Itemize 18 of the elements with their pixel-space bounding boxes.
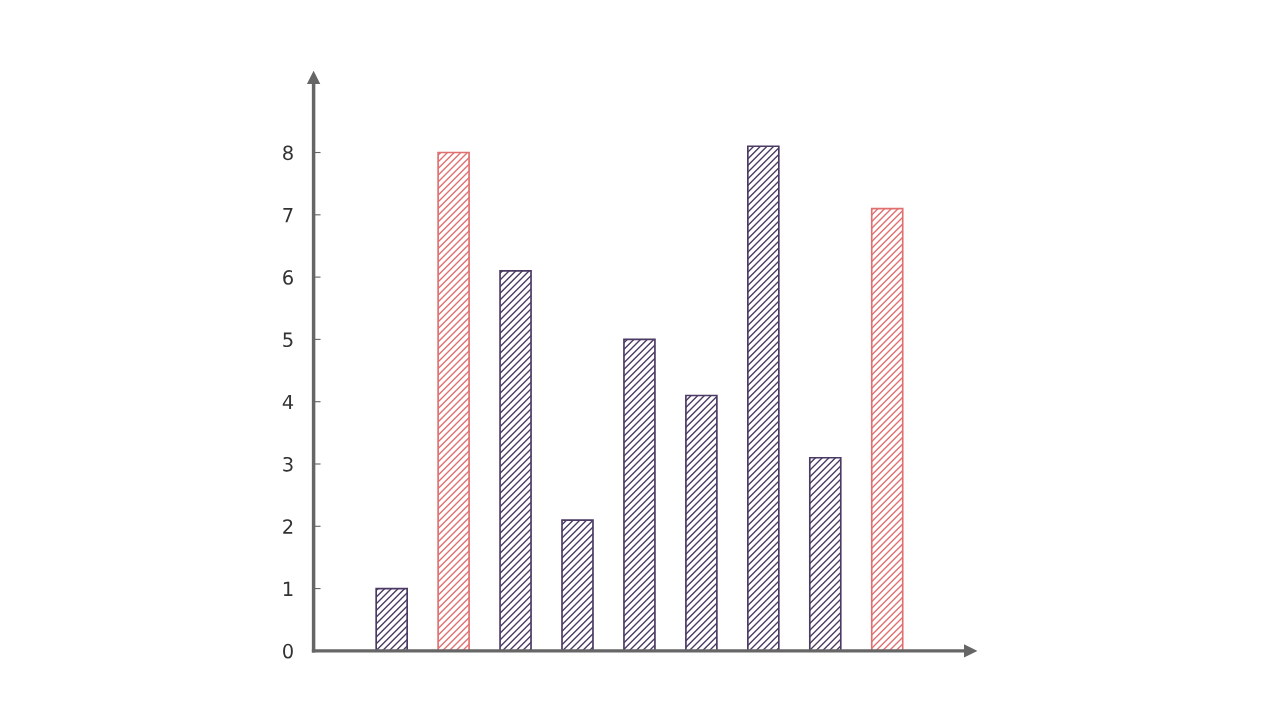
bar <box>685 394 718 651</box>
y-tick-label: 0 <box>283 643 293 659</box>
bar <box>870 207 904 651</box>
y-tick-label: 8 <box>283 145 293 161</box>
y-tick-label: 6 <box>283 270 293 285</box>
bar <box>437 151 470 651</box>
bar <box>375 587 408 651</box>
y-tick-label: 2 <box>283 519 293 534</box>
y-tick-label: 5 <box>283 332 293 348</box>
y-tick-label: 4 <box>282 394 294 410</box>
y-tick-label: 7 <box>283 208 293 223</box>
bar <box>561 519 594 651</box>
bar <box>499 270 532 651</box>
y-tick-label: 3 <box>283 456 293 472</box>
bar <box>623 338 656 651</box>
bar <box>747 145 780 651</box>
bar <box>808 456 842 651</box>
y-tick-label: 1 <box>283 581 293 596</box>
